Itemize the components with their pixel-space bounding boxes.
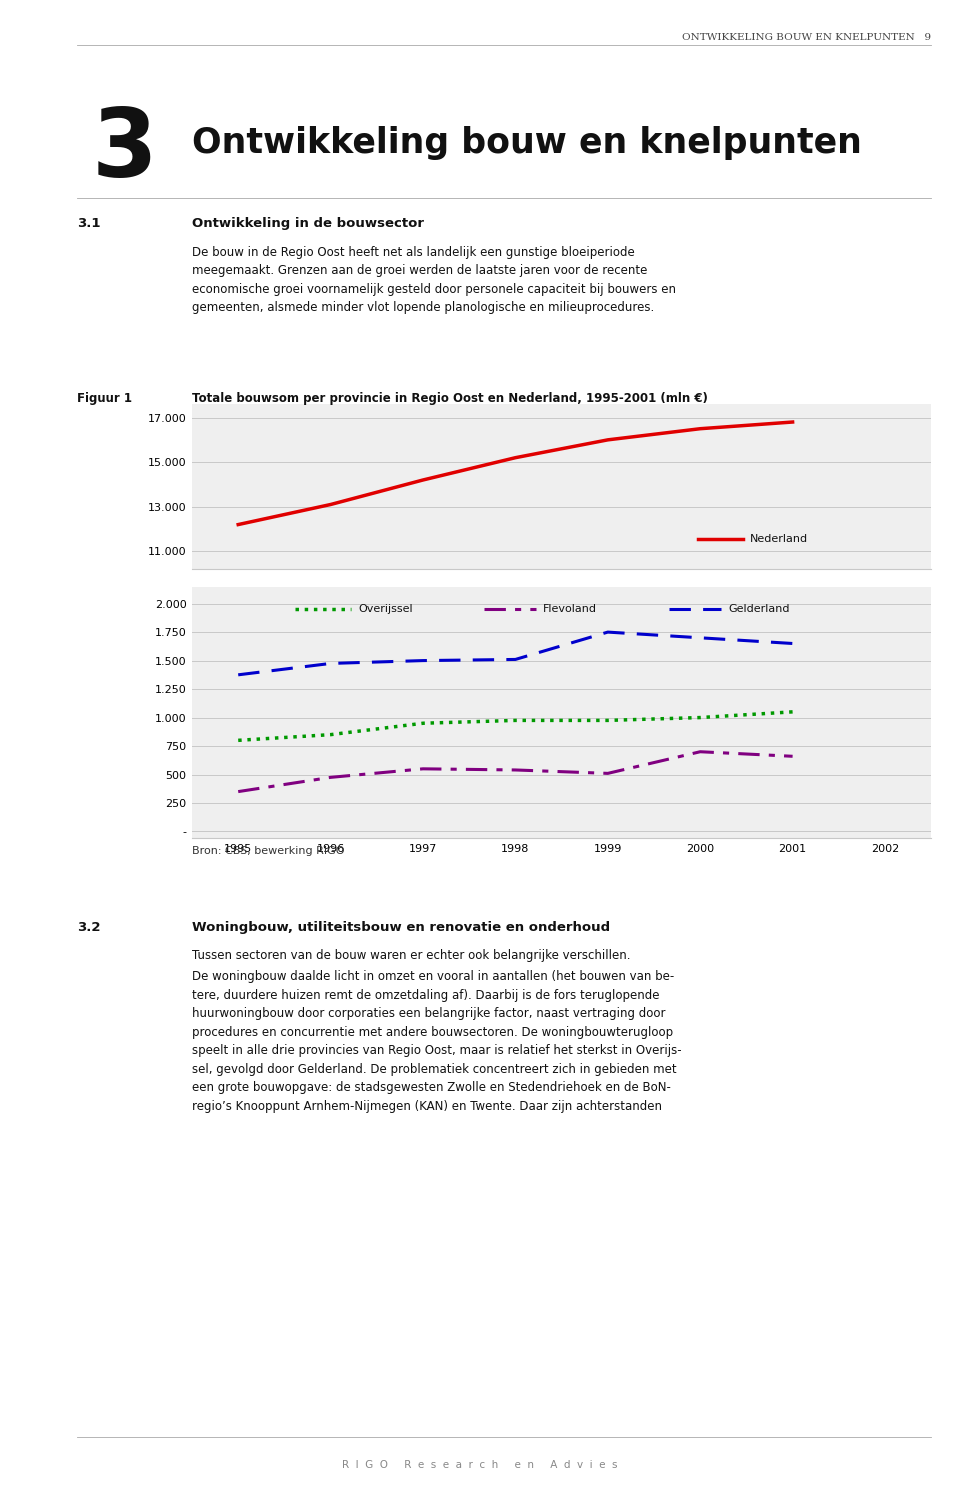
Text: Overijssel: Overijssel — [358, 605, 413, 614]
Text: Totale bouwsom per provincie in Regio Oost en Nederland, 1995-2001 (mln €): Totale bouwsom per provincie in Regio Oo… — [192, 392, 708, 406]
Text: Gelderland: Gelderland — [728, 605, 789, 614]
Text: Figuur 1: Figuur 1 — [77, 392, 132, 406]
Text: 3.1: 3.1 — [77, 217, 100, 231]
Text: ONTWIKKELING BOUW EN KNELPUNTEN   9: ONTWIKKELING BOUW EN KNELPUNTEN 9 — [682, 33, 931, 42]
Text: R  I  G  O     R  e  s  e  a  r  c  h     e  n     A  d  v  i  e  s: R I G O R e s e a r c h e n A d v i e s — [343, 1460, 617, 1470]
Text: Flevoland: Flevoland — [543, 605, 597, 614]
Text: Ontwikkeling bouw en knelpunten: Ontwikkeling bouw en knelpunten — [192, 126, 862, 160]
Text: Bron: CBS, bewerking RIGO: Bron: CBS, bewerking RIGO — [192, 846, 345, 856]
Text: Ontwikkeling in de bouwsector: Ontwikkeling in de bouwsector — [192, 217, 424, 231]
Text: 3.2: 3.2 — [77, 921, 100, 934]
Text: 3: 3 — [91, 105, 156, 196]
Text: Woningbouw, utiliteitsbouw en renovatie en onderhoud: Woningbouw, utiliteitsbouw en renovatie … — [192, 921, 611, 934]
Text: De woningbouw daalde licht in omzet en vooral in aantallen (het bouwen van be-
t: De woningbouw daalde licht in omzet en v… — [192, 970, 682, 1112]
Text: Tussen sectoren van de bouw waren er echter ook belangrijke verschillen.: Tussen sectoren van de bouw waren er ech… — [192, 949, 631, 963]
Text: De bouw in de Regio Oost heeft net als landelijk een gunstige bloeiperiode
meege: De bouw in de Regio Oost heeft net als l… — [192, 246, 676, 314]
Text: Nederland: Nederland — [750, 534, 808, 545]
